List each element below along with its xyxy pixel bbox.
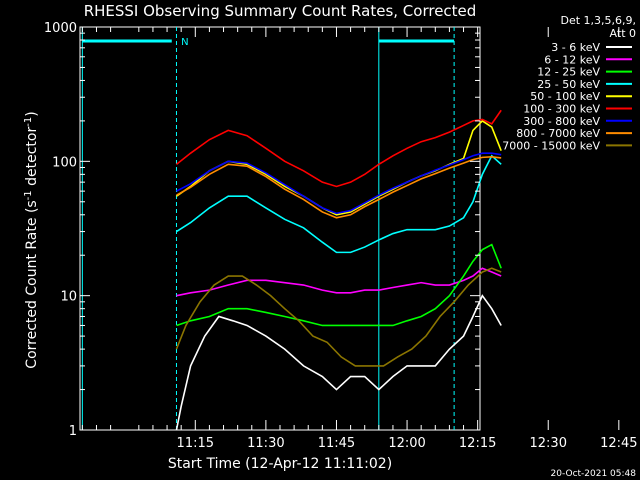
y-axis-label-mid: detector: [24, 127, 40, 191]
x-tick-label: 12:00: [388, 436, 425, 451]
series-line-8: [175, 267, 502, 367]
series-line-0: [175, 294, 502, 431]
legend-entry-label: 25 - 50 keV: [537, 78, 600, 91]
x-axis-label: Start Time (12-Apr-12 11:11:02): [168, 456, 392, 472]
series-line-3: [176, 154, 502, 254]
x-tick-label: 11:45: [318, 436, 355, 451]
legend-entry-label: 100 - 300 keV: [523, 103, 600, 116]
series-line-4: [176, 119, 502, 216]
legend-entry-label: 7000 - 15000 keV: [502, 139, 600, 152]
x-tick-label: 12:30: [530, 436, 567, 451]
chart-title: RHESSI Observing Summary Count Rates, Co…: [84, 2, 477, 20]
y-axis-label-exponent-1: -1: [23, 190, 34, 200]
y-tick-label: 1000: [44, 21, 77, 36]
legend-entry-label: 300 - 800 keV: [523, 115, 600, 128]
y-tick-label: 10: [60, 290, 77, 305]
legend-entry-label: 50 - 100 keV: [530, 90, 600, 103]
y-axis-label-exponent-2: -1: [23, 117, 34, 127]
x-tick-label: 11:30: [247, 436, 284, 451]
y-tick-label: 1: [69, 424, 77, 439]
series-line-7: [176, 156, 502, 219]
series-line-2: [176, 243, 502, 327]
series-line-1: [176, 267, 502, 297]
timestamp: 20-Oct-2021 05:48: [551, 469, 637, 479]
y-axis-label: Corrected Count Rate (s-1 detector-1): [23, 111, 40, 368]
legend-entry-label: 6 - 12 keV: [544, 53, 600, 66]
y-axis-label-main: Corrected Count Rate (s: [24, 200, 40, 368]
legend-header-line: Det 1,3,5,6,9,: [560, 14, 636, 27]
legend-entry-label: 800 - 7000 keV: [516, 127, 600, 140]
x-tick-label: 11:15: [177, 436, 214, 451]
x-axis: 11:15 11:30 11:45 12:00 12:15 12:30 12:45: [81, 27, 638, 451]
y-axis-label-end: ): [24, 111, 40, 116]
legend-header-line: Att 0: [610, 27, 636, 40]
x-tick-label: 12:15: [459, 436, 496, 451]
y-axis: 1 10 100 1000: [44, 21, 480, 439]
legend-entry-label: 12 - 25 keV: [537, 66, 600, 79]
series-line-6: [176, 152, 502, 215]
night-annotation: N: [181, 37, 188, 48]
x-tick-label: 12:45: [600, 436, 637, 451]
y-tick-label: 100: [52, 155, 77, 170]
plot-frame: [79, 26, 481, 431]
plot-area: N: [79, 26, 502, 431]
legend-entry-label: 3 - 6 keV: [551, 41, 600, 54]
series-line-5: [175, 109, 502, 188]
